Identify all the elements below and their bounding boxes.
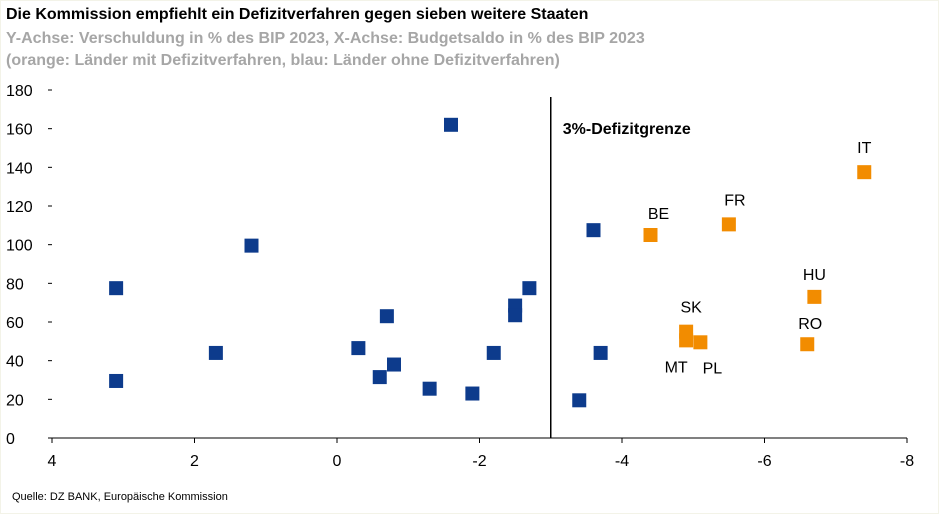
marker-blue: [593, 345, 608, 360]
y-tick-label: 80: [6, 276, 24, 293]
source-note: Quelle: DZ BANK, Europäische Kommission: [12, 491, 228, 503]
x-tick-label: -6: [757, 453, 771, 470]
chart-subtitle-axes: Y-Achse: Verschuldung in % des BIP 2023,…: [6, 30, 645, 47]
marker-blue: [387, 357, 401, 372]
marker-blue: [508, 308, 523, 323]
deficit-limit-label: 3%-Defizitgrenze: [563, 121, 691, 138]
marker-blue: [208, 345, 223, 360]
y-tick-label: 100: [6, 238, 33, 255]
marker-blue: [372, 370, 387, 385]
x-tick-label: -4: [615, 453, 629, 470]
marker-blue: [109, 281, 124, 296]
marker-fr: [721, 217, 736, 232]
chart-subtitle-legend: (orange: Länder mit Defizitverfahren, bl…: [6, 52, 560, 69]
point-label-it: IT: [857, 140, 871, 157]
marker-blue: [486, 345, 501, 360]
y-tick-label: 0: [6, 431, 15, 448]
marker-blue: [379, 309, 394, 324]
point-label-hu: HU: [803, 267, 826, 284]
x-tick-label: 4: [48, 453, 57, 470]
data-points: [109, 117, 872, 408]
x-tick-label: -8: [900, 453, 914, 470]
x-tick-label: 0: [333, 453, 342, 470]
point-label-be: BE: [648, 206, 669, 223]
marker-blue: [109, 373, 124, 388]
y-tick-label: 40: [6, 354, 24, 371]
marker-blue: [586, 223, 601, 238]
marker-ro: [800, 337, 815, 352]
marker-blue: [522, 281, 537, 296]
marker-it: [857, 165, 872, 180]
marker-blue: [351, 341, 366, 356]
marker-hu: [807, 289, 822, 304]
marker-blue: [244, 238, 259, 253]
x-tick-label: -2: [472, 453, 486, 470]
marker-mt: [679, 333, 694, 348]
point-labels: BE FR IT HU RO SK MT PL: [648, 140, 872, 377]
point-label-fr: FR: [724, 192, 745, 209]
y-tick-label: 140: [6, 160, 33, 177]
chart-title: Die Kommission empfiehlt ein Defizitverf…: [6, 6, 589, 23]
y-tick-label: 60: [6, 315, 24, 332]
marker-blue: [465, 386, 480, 401]
deficit-limit-reference: 3%-Defizitgrenze: [550, 97, 691, 438]
y-tick-label: 20: [6, 392, 24, 409]
x-tick-label: 2: [190, 453, 199, 470]
marker-pl: [693, 335, 708, 350]
point-label-pl: PL: [703, 360, 723, 377]
point-label-mt: MT: [665, 359, 688, 376]
y-tick-label: 160: [6, 122, 33, 139]
marker-blue: [444, 117, 458, 132]
marker-blue: [572, 393, 587, 408]
marker-blue: [422, 381, 437, 396]
point-label-sk: SK: [680, 300, 702, 317]
marker-be: [643, 228, 658, 242]
point-label-ro: RO: [798, 316, 822, 333]
y-tick-label: 180: [6, 83, 33, 100]
y-tick-label: 120: [6, 199, 33, 216]
